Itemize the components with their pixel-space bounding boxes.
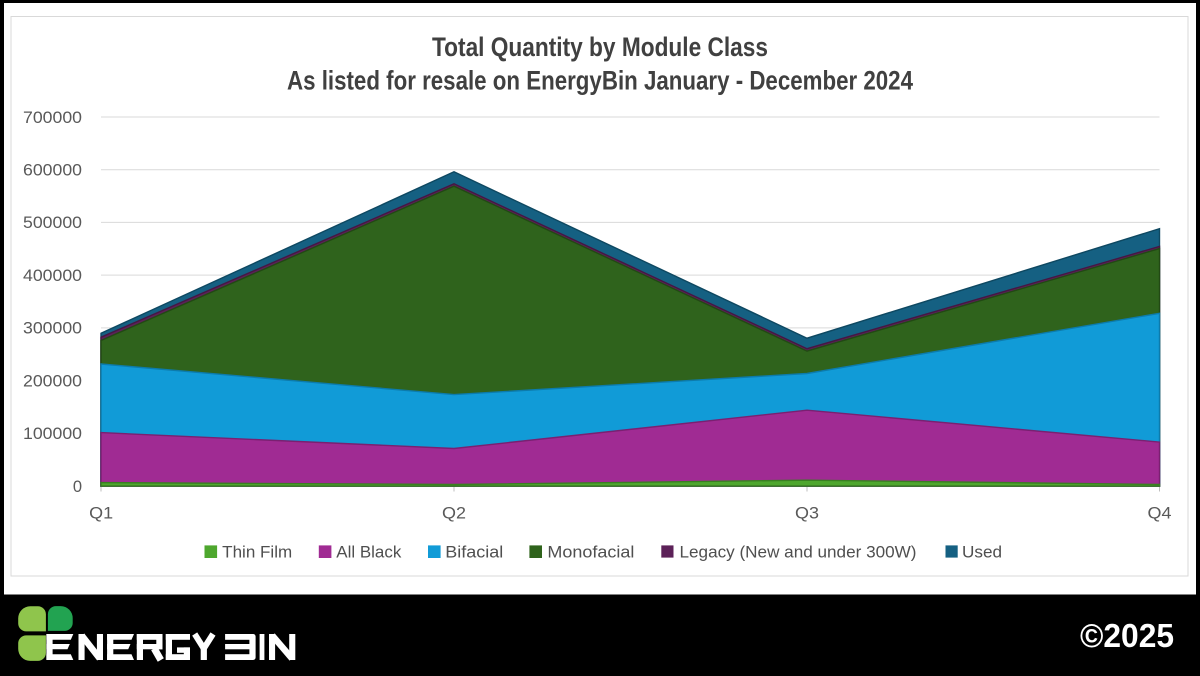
svg-text:300000: 300000: [23, 320, 82, 338]
svg-text:100000: 100000: [23, 425, 82, 443]
svg-text:Q4: Q4: [1148, 504, 1172, 523]
svg-text:Legacy (New and under 300W): Legacy (New and under 300W): [680, 543, 917, 562]
svg-text:200000: 200000: [23, 372, 82, 390]
svg-text:©2025: ©2025: [1080, 617, 1174, 654]
svg-text:As listed for resale on Energy: As listed for resale on EnergyBin Januar…: [287, 65, 913, 95]
svg-text:Used: Used: [962, 543, 1002, 562]
svg-text:500000: 500000: [23, 214, 82, 232]
svg-text:700000: 700000: [23, 109, 82, 127]
svg-text:Monofacial: Monofacial: [547, 543, 634, 562]
svg-text:0: 0: [73, 478, 82, 496]
svg-text:400000: 400000: [23, 267, 82, 285]
svg-text:Thin Film: Thin Film: [222, 543, 292, 562]
svg-text:Bifacial: Bifacial: [445, 543, 503, 562]
svg-text:All Black: All Black: [336, 543, 401, 562]
svg-text:Q1: Q1: [89, 504, 113, 523]
svg-text:600000: 600000: [23, 162, 82, 180]
svg-text:Q3: Q3: [795, 504, 819, 523]
svg-text:Q2: Q2: [442, 504, 466, 523]
svg-text:Total Quantity by Module Class: Total Quantity by Module Class: [432, 32, 768, 62]
